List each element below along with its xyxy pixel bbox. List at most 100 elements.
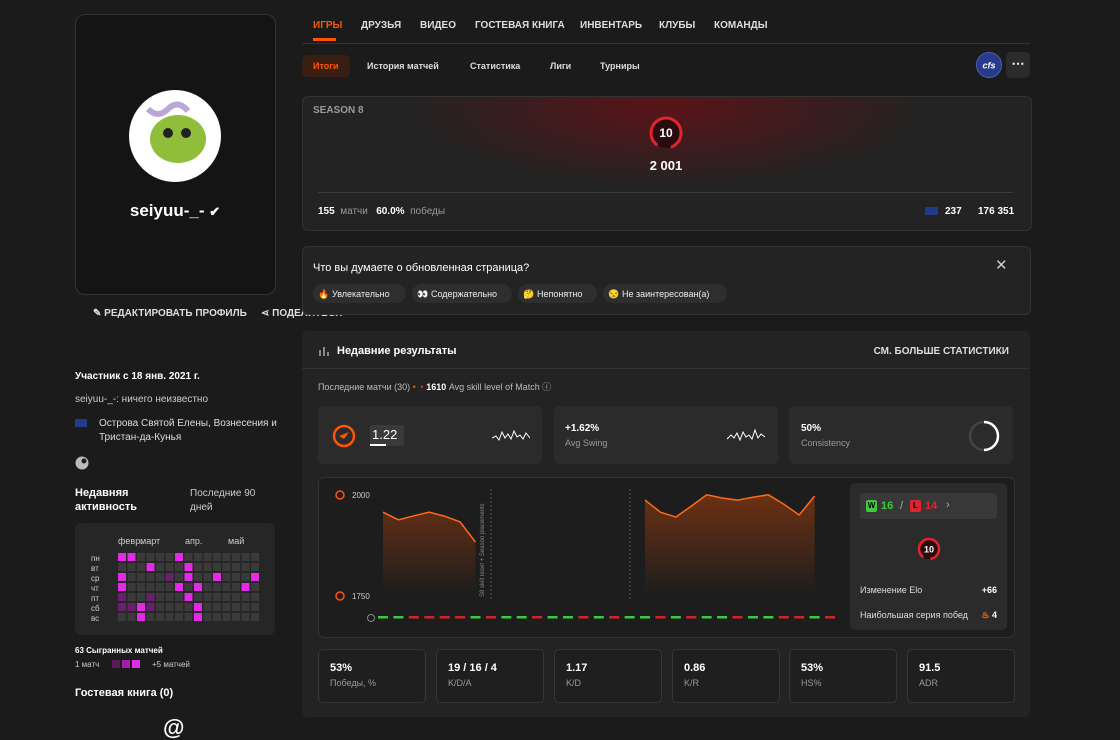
edit-label: РЕДАКТИРОВАТЬ ПРОФИЛЬ (104, 308, 247, 319)
edit-profile[interactable]: ✎ РЕДАКТИРОВАТЬ ПРОФИЛЬ (93, 308, 247, 319)
chip[interactable] (603, 284, 727, 303)
activity-cell (213, 583, 221, 591)
streak-value: 4 (991, 610, 997, 620)
tab[interactable]: Лиги (550, 61, 572, 71)
tick-icon (335, 490, 345, 500)
close-button[interactable]: ✕ (995, 257, 1008, 274)
nav-item[interactable]: КОМАНДЫ (714, 20, 768, 31)
activity-cell (232, 573, 240, 581)
activity-cell (175, 583, 183, 591)
activity-cell (127, 593, 136, 601)
activity-cell (203, 613, 212, 621)
tab[interactable]: Турниры (600, 61, 640, 71)
stat-value: 1.17 (566, 662, 588, 674)
activity-cell (213, 603, 221, 611)
tab[interactable]: Итоги (313, 61, 339, 71)
country-rank: 237 (945, 206, 962, 217)
activity-cell (146, 603, 155, 611)
result-dash (670, 616, 681, 619)
stat-value: 0.86 (684, 662, 706, 674)
activity-cell (232, 613, 240, 621)
stat-label: ADR (919, 678, 939, 688)
recent-divider (302, 368, 1030, 369)
activity-cell (127, 573, 136, 581)
activity-cell (194, 563, 202, 571)
side-level: 10 (917, 537, 941, 561)
result-dash (547, 616, 558, 619)
chip[interactable] (518, 284, 597, 303)
tab[interactable]: История матчей (367, 61, 439, 71)
stat-label: K/R (684, 678, 700, 688)
nav-item[interactable]: ДРУЗЬЯ (361, 20, 402, 31)
more-button[interactable]: ⋯ (1006, 52, 1030, 78)
chip[interactable] (313, 284, 406, 303)
result-dash (809, 616, 820, 619)
wl-box (860, 493, 997, 519)
wl-slash: / (900, 500, 904, 512)
nav-item[interactable]: ВИДЕО (420, 20, 456, 31)
tab[interactable]: Статистика (470, 61, 521, 71)
result-dash (439, 616, 450, 619)
avg-level: 1610 (426, 382, 447, 392)
rating-box (370, 425, 404, 446)
activity-cell (146, 583, 155, 591)
activity-cell (232, 593, 240, 601)
tick-icon (335, 591, 345, 601)
badge[interactable]: cfs (976, 52, 1002, 78)
result-dash (794, 616, 805, 619)
rating-bar (370, 444, 386, 446)
result-dash (470, 616, 481, 619)
chip-icon: 🤔 (523, 289, 535, 299)
matches-label: матчи (340, 206, 368, 217)
nav-item[interactable]: КЛУБЫ (659, 20, 696, 31)
activity-cell (241, 563, 250, 571)
activity-cell (213, 593, 221, 601)
stat-value: 53% (330, 662, 353, 674)
day-label: вт (91, 564, 99, 573)
activity-cell (232, 583, 240, 591)
activity-cell (241, 583, 250, 591)
month-label: февр. (118, 536, 143, 546)
nav-item[interactable]: ИГРЫ (313, 20, 343, 31)
chip-label: Содержательно (431, 289, 498, 299)
chevron[interactable]: › (946, 499, 950, 511)
loss-badge: L (910, 500, 921, 512)
activity-cell (165, 613, 174, 621)
stat-label: Победы, % (330, 678, 377, 688)
winrate: 60.0% (376, 206, 405, 217)
feedback-question: Что вы думаете о обновленная страница? (313, 262, 530, 274)
activity-cell (241, 593, 250, 601)
activity-cell (156, 563, 164, 571)
result-dash (609, 616, 620, 619)
stat-label: K/D (566, 678, 582, 688)
consistency-ring (968, 420, 1000, 452)
activity-cell (194, 593, 202, 601)
nav-item[interactable]: ГОСТЕВАЯ КНИГА (475, 20, 565, 31)
chip[interactable] (412, 284, 512, 303)
month-label: апр. (185, 536, 202, 546)
nav-item[interactable]: ИНВЕНТАРЬ (580, 20, 643, 31)
activity-cell (175, 573, 183, 581)
matches: 155 (318, 206, 335, 217)
activity-cell (146, 573, 155, 581)
username: seiyuu-_- ✔ (129, 201, 221, 220)
activity-cell (194, 583, 202, 591)
activity-cell (222, 593, 231, 601)
result-dash (393, 616, 404, 619)
activity-cell (194, 613, 202, 621)
activity-cell (184, 583, 193, 591)
stat-box (672, 649, 780, 703)
more-stats[interactable]: СМ. БОЛЬШЕ СТАТИСТИКИ (873, 346, 1009, 357)
activity-cell (251, 563, 259, 571)
activity-cell (127, 613, 136, 621)
steam-icon[interactable] (75, 456, 89, 470)
activity-cell (213, 613, 221, 621)
activity-cell (184, 613, 193, 621)
elo-area (383, 494, 815, 595)
streak: ♨ 4 (981, 610, 997, 620)
at-icon: @ (163, 715, 185, 740)
stat-label: K/D/A (448, 678, 472, 688)
activity-cell (156, 583, 164, 591)
activity-period: Последние 90 дней (190, 488, 256, 513)
